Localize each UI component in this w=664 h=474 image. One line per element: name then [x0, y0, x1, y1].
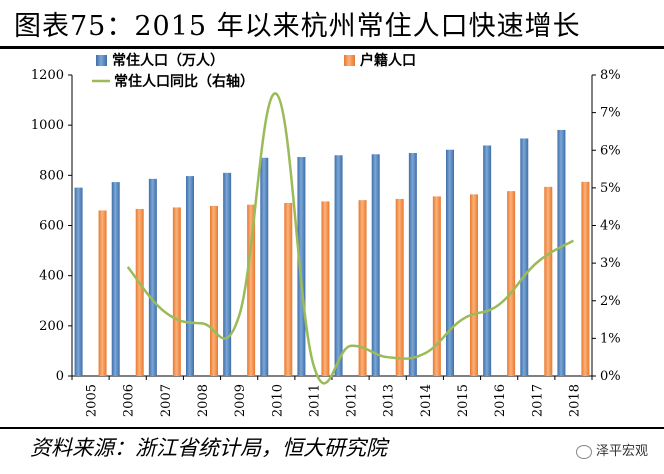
x-tick-label: 2005 — [85, 384, 100, 417]
wechat-icon — [575, 444, 592, 459]
source-note: 资料来源：浙江省统计局，恒大研究院 — [30, 436, 387, 460]
bar-resident — [446, 149, 454, 376]
bar-registered — [98, 210, 107, 376]
bar-registered — [321, 201, 330, 376]
bar-registered — [135, 208, 144, 376]
y2-tick-label: 0% — [600, 369, 621, 384]
legend-label-yoy: 常住人口同比（右轴） — [114, 73, 254, 90]
bar-resident — [148, 178, 157, 376]
chart-bars — [74, 129, 590, 376]
x-tick-label: 2009 — [233, 384, 248, 417]
x-tick-label: 2014 — [419, 384, 434, 417]
bar-registered — [247, 204, 256, 376]
legend-swatch-resident — [96, 55, 107, 66]
x-tick-label: 2017 — [530, 384, 545, 417]
y2-tick-label: 8% — [600, 68, 621, 83]
bar-resident — [520, 138, 529, 376]
x-tick-label: 2010 — [270, 384, 285, 417]
bar-registered — [284, 202, 293, 376]
bar-resident — [74, 187, 83, 376]
bar-resident — [223, 172, 232, 376]
y2-tick-label: 4% — [600, 219, 621, 234]
bar-resident — [334, 155, 343, 376]
chart-axes — [68, 74, 596, 380]
bar-resident — [371, 154, 380, 376]
chart-line — [126, 92, 575, 385]
bar-resident — [111, 182, 120, 376]
bar-registered — [470, 194, 478, 376]
y2-tick-label: 1% — [600, 331, 621, 346]
y-tick-label: 200 — [39, 319, 64, 334]
y-tick-label: 600 — [39, 219, 64, 234]
bar-resident — [483, 145, 492, 376]
legend-label-resident: 常住人口（万人） — [112, 52, 224, 69]
x-tick-label: 2015 — [456, 384, 471, 417]
y2-tick-label: 6% — [600, 143, 621, 158]
x-tick-label: 2006 — [122, 384, 137, 417]
line-yoy — [126, 92, 575, 385]
page-title: 图表75：2015 年以来杭州常住人口快速增长 — [14, 11, 581, 42]
chart-ticks: 0 200 400 600 800 1000 1200 0% 1% 2% 3% 4% 5% 6% 7% 8% 2… — [31, 68, 621, 417]
legend-label-registered: 户籍人口 — [360, 52, 416, 69]
y-tick-label: 0 — [56, 369, 64, 384]
y2-tick-label: 5% — [600, 181, 621, 196]
bar-registered — [581, 181, 590, 376]
bar-resident — [557, 129, 566, 376]
bar-registered — [358, 200, 367, 376]
bar-resident — [408, 153, 417, 376]
x-tick-label: 2013 — [382, 384, 397, 417]
x-tick-label: 2016 — [493, 384, 508, 417]
x-tick-label: 2007 — [159, 384, 174, 417]
bar-registered — [172, 207, 181, 376]
bar-resident — [260, 157, 269, 376]
footer-divider — [0, 427, 664, 429]
bar-resident — [186, 176, 194, 376]
bar-registered — [432, 196, 441, 376]
y-tick-label: 1200 — [31, 68, 64, 83]
x-tick-label: 2008 — [196, 384, 211, 417]
y-tick-label: 800 — [39, 168, 64, 183]
watermark: 泽平宏观 — [575, 440, 648, 459]
legend-swatch-registered — [344, 55, 355, 66]
bar-registered — [544, 186, 553, 376]
x-tick-label: 2011 — [307, 384, 322, 417]
bar-registered — [507, 191, 516, 376]
y-tick-label: 1000 — [31, 118, 64, 133]
y2-tick-label: 2% — [600, 294, 621, 309]
y2-tick-label: 3% — [600, 256, 621, 271]
bar-registered — [210, 205, 218, 376]
y-tick-label: 400 — [39, 269, 64, 284]
bar-registered — [395, 198, 404, 376]
x-tick-label: 2012 — [345, 384, 360, 417]
watermark-text: 泽平宏观 — [595, 444, 648, 459]
title-divider — [0, 46, 664, 49]
x-tick-label: 2018 — [567, 384, 582, 417]
bar-resident — [297, 157, 306, 376]
y2-tick-label: 7% — [600, 106, 621, 121]
